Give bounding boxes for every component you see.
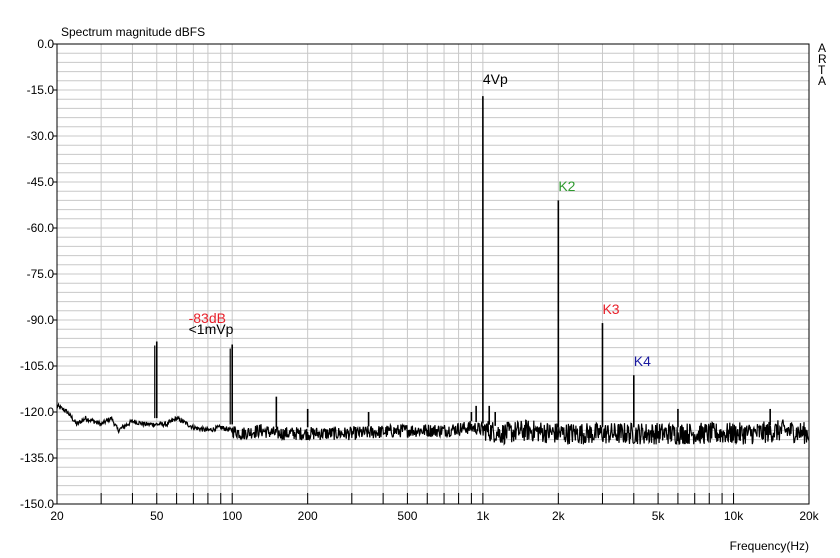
y-tick-label: -90.0 [27, 313, 55, 327]
noise-floor-line [56, 402, 810, 446]
watermark-letter: A [818, 41, 826, 55]
y-tick-label: -120.0 [20, 405, 54, 419]
x-tick-label: 100 [222, 509, 242, 523]
x-axis-label: Frequency(Hz) [730, 539, 809, 553]
watermark-letter: R [818, 52, 827, 66]
y-tick-label: -45.0 [27, 175, 55, 189]
x-axis: 20 50 100 200 500 1k 2k 5k 10k 20k [50, 493, 820, 523]
y-tick-label: 0.0 [37, 37, 54, 51]
peak-annotation: K2 [558, 178, 575, 194]
spectrum-trace [56, 96, 810, 446]
grid [56, 43, 810, 505]
x-tick-label: 500 [397, 509, 417, 523]
y-tick-label: -15.0 [27, 83, 55, 97]
peak-annotation: 4Vp [483, 71, 508, 87]
y-tick-label: -105.0 [20, 359, 54, 373]
y-tick-label: -75.0 [27, 267, 55, 281]
y-axis: 0.0 -15.0 -30.0 -45.0 -60.0 -75.0 -90.0 -105.0 -… [20, 37, 57, 511]
x-tick-label: 20k [799, 509, 819, 523]
x-tick-label: 5k [652, 509, 666, 523]
x-tick-label: 1k [477, 509, 491, 523]
chart-title: Spectrum magnitude dBFS [61, 25, 205, 39]
watermark-letter: T [818, 63, 826, 77]
peak-annotation: K3 [602, 301, 619, 317]
peak-annotation: <1mVp [189, 321, 234, 337]
x-tick-label: 200 [298, 509, 318, 523]
y-tick-label: -150.0 [20, 497, 54, 511]
x-tick-label: 50 [150, 509, 164, 523]
x-tick-label: 2k [552, 509, 566, 523]
y-tick-label: -30.0 [27, 129, 55, 143]
y-tick-label: -60.0 [27, 221, 55, 235]
x-tick-label: 10k [724, 509, 744, 523]
y-tick-label: -135.0 [20, 451, 54, 465]
annotations: 4Vp K2 K3 K4 -83dB<1mVp [189, 71, 652, 369]
watermark-letter: A [818, 74, 826, 88]
peak-annotation: -83dB [189, 310, 226, 326]
x-tick-label: 20 [50, 509, 64, 523]
peak-annotation: K4 [634, 353, 651, 369]
